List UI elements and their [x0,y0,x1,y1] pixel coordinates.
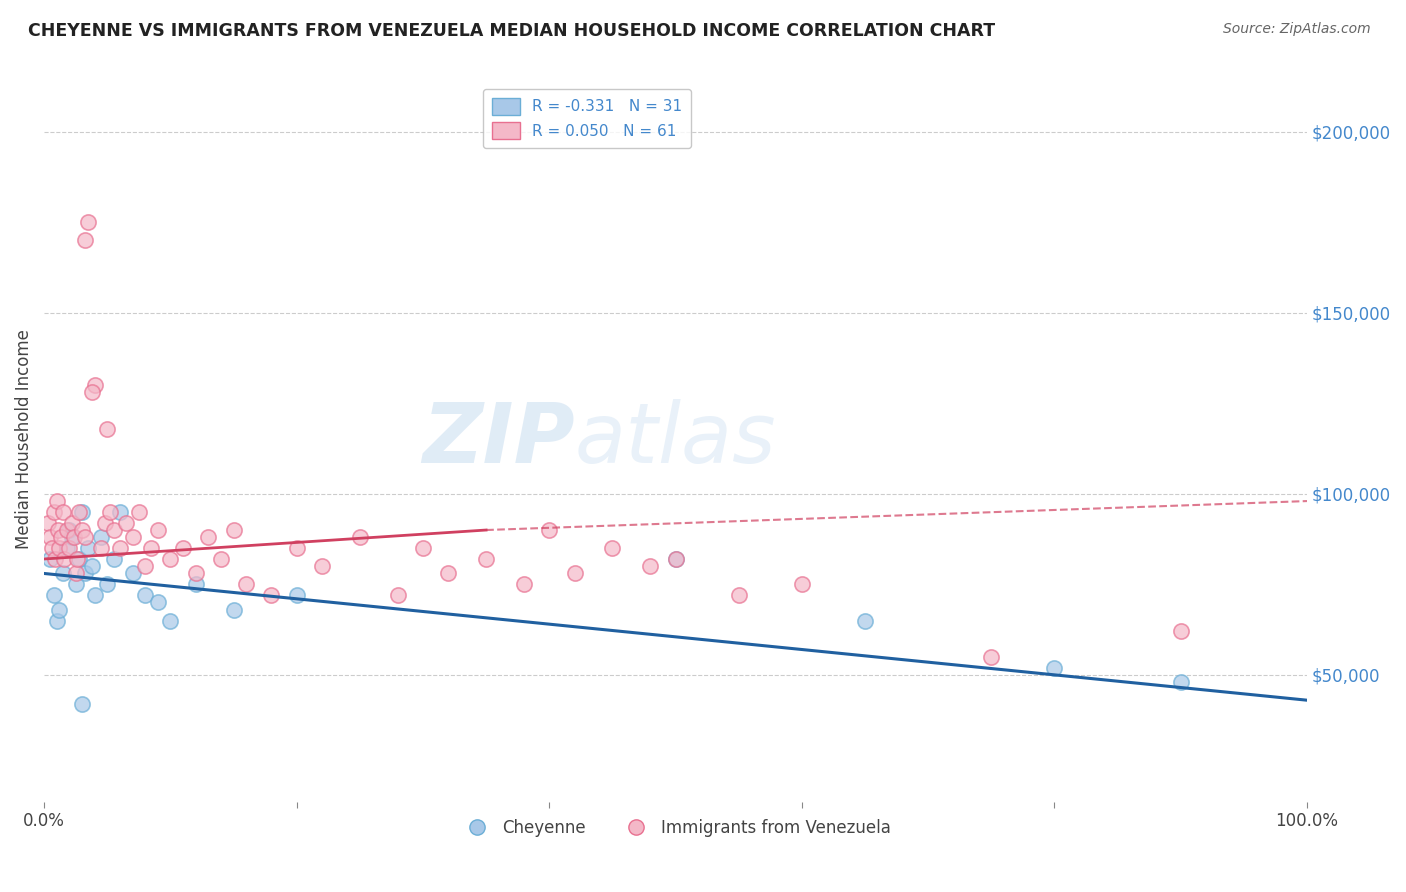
Point [69,505,91,519]
Point [184,577,207,591]
Point [56,541,79,555]
Point [159,614,181,628]
Point [134,588,156,602]
Point [564,566,586,581]
Point [285,588,308,602]
Point [311,559,333,574]
Point [93,516,115,530]
Point [103,523,125,537]
Point [121,566,143,581]
Text: CHEYENNE VS IMMIGRANTS FROM VENEZUELA MEDIAN HOUSEHOLD INCOME CORRELATION CHART: CHEYENNE VS IMMIGRANTS FROM VENEZUELA ME… [28,22,995,40]
Point [727,588,749,602]
Point [513,577,536,591]
Point [108,541,131,555]
Point [159,552,181,566]
Point [98,505,121,519]
Point [664,552,686,566]
Point [121,530,143,544]
Point [73,233,96,247]
Point [222,523,245,537]
Point [53,552,76,566]
Point [209,552,232,566]
Point [73,566,96,581]
Point [349,530,371,544]
Point [73,530,96,544]
Point [48,602,70,616]
Point [853,614,876,628]
Point [44,505,66,519]
Point [77,215,100,229]
Point [128,505,150,519]
Point [69,552,91,566]
Point [108,505,131,519]
Point [96,577,118,591]
Text: Source: ZipAtlas.com: Source: ZipAtlas.com [1223,22,1371,37]
Point [475,552,498,566]
Point [90,530,112,544]
Point [790,577,813,591]
Point [39,530,62,544]
Point [37,516,59,530]
Point [664,552,686,566]
Point [46,523,69,537]
Point [44,552,66,566]
Point [222,602,245,616]
Point [41,541,63,555]
Point [49,530,72,544]
Point [602,541,624,555]
Point [44,588,66,602]
Point [82,559,104,574]
Point [60,516,83,530]
Y-axis label: Median Household Income: Median Household Income [15,329,32,549]
Point [45,614,67,628]
Point [412,541,434,555]
Point [134,559,156,574]
Point [70,523,93,537]
Legend: Cheyenne, Immigrants from Venezuela: Cheyenne, Immigrants from Venezuela [454,813,897,844]
Point [52,566,75,581]
Point [141,541,163,555]
Text: ZIP: ZIP [422,399,575,480]
Point [45,494,67,508]
Point [260,588,283,602]
Point [96,422,118,436]
Point [172,541,194,555]
Point [115,516,138,530]
Point [387,588,409,602]
Point [103,552,125,566]
Point [70,505,93,519]
Point [640,559,662,574]
Point [65,566,87,581]
Point [48,541,70,555]
Point [82,385,104,400]
Point [58,541,80,555]
Point [60,530,83,544]
Point [184,566,207,581]
Point [1170,675,1192,690]
Point [538,523,561,537]
Point [146,523,169,537]
Point [56,523,79,537]
Point [83,588,105,602]
Point [39,552,62,566]
Point [437,566,460,581]
Point [77,541,100,555]
Point [197,530,219,544]
Point [65,577,87,591]
Point [58,523,80,537]
Point [83,378,105,392]
Point [63,530,86,544]
Point [980,649,1002,664]
Point [285,541,308,555]
Point [52,505,75,519]
Point [1043,660,1066,674]
Point [90,541,112,555]
Point [66,552,89,566]
Point [235,577,257,591]
Point [146,595,169,609]
Text: atlas: atlas [575,399,776,480]
Point [1170,624,1192,639]
Point [70,697,93,711]
